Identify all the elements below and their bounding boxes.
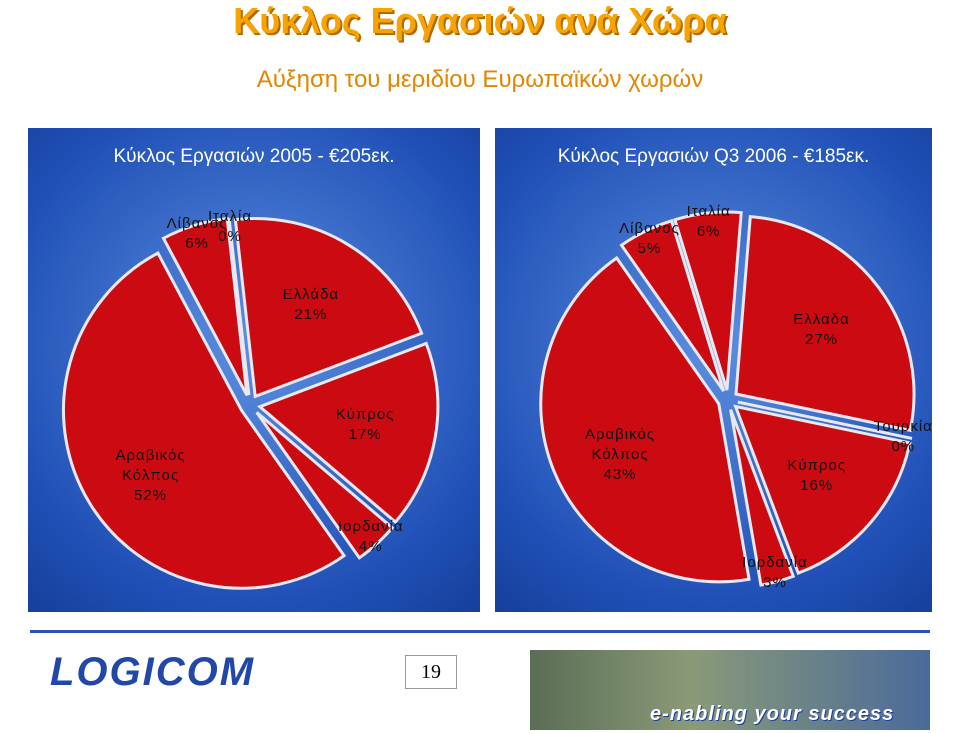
page-number: 19 bbox=[405, 655, 457, 689]
slice-value: 17% bbox=[348, 425, 382, 443]
slice-label: Αραβικός Κόλπος bbox=[584, 425, 656, 463]
pie-slice bbox=[62, 251, 347, 590]
slice-value: 16% bbox=[800, 477, 834, 494]
pie-slice bbox=[539, 255, 751, 584]
slide-subtitle: Αύξηση του μεριδίου Ευρωπαϊκών χωρών bbox=[256, 66, 704, 93]
slice-label: Ελλαδα bbox=[793, 311, 850, 329]
slice-value: 0% bbox=[218, 228, 242, 246]
pie-slice bbox=[673, 210, 743, 391]
slice-label: Τουρκία bbox=[873, 417, 933, 435]
slice-value: 52% bbox=[134, 487, 168, 505]
pie-slice bbox=[734, 214, 916, 433]
pie-slice bbox=[256, 341, 440, 525]
pie-slice bbox=[233, 216, 424, 399]
slice-value: 5% bbox=[637, 240, 662, 258]
slice-label: Ιταλία bbox=[208, 208, 253, 226]
slice-label: Λίβανος bbox=[166, 214, 228, 232]
slice-value: 0% bbox=[891, 437, 916, 455]
slice-label: Ιορδανία bbox=[742, 553, 808, 571]
chart-title: Κύκλος Εργασιών 2005 - €205εκ. bbox=[113, 146, 395, 167]
slice-label: Ελλάδα bbox=[282, 286, 340, 304]
pie-slice bbox=[161, 216, 249, 397]
slice-value: 21% bbox=[294, 306, 328, 324]
slice-value: 3% bbox=[763, 573, 787, 591]
pie-slice bbox=[737, 400, 913, 440]
footer-line bbox=[30, 630, 930, 633]
pie-slice bbox=[733, 404, 912, 576]
slice-label: Ιταλία bbox=[686, 202, 731, 220]
slice-label: Λίβανος bbox=[619, 220, 680, 238]
logo: LOGICOM bbox=[50, 650, 256, 694]
slogan: e-nabling your success bbox=[650, 703, 895, 725]
chart-title: Κύκλος Εργασιών Q3 2006 - €185εκ. bbox=[557, 146, 870, 167]
slice-value: 27% bbox=[805, 331, 839, 349]
slice-value: 6% bbox=[185, 234, 209, 252]
pie-slice bbox=[255, 411, 395, 560]
slice-value: 4% bbox=[358, 538, 383, 556]
slice-label: Ιορδανία bbox=[337, 518, 404, 536]
slice-label: Κύπρος bbox=[335, 405, 395, 423]
slice-value: 43% bbox=[603, 465, 637, 483]
slice-label: Κύπρος bbox=[787, 457, 846, 474]
slice-value: 6% bbox=[696, 222, 721, 240]
pie-slice bbox=[729, 409, 796, 587]
slide-title: Κύκλος Εργασιών ανά Χώρα bbox=[233, 0, 727, 41]
slice-label: Αραβικός Κόλπος bbox=[115, 447, 186, 485]
pie-slice bbox=[619, 218, 726, 392]
pie-slice bbox=[227, 218, 251, 396]
footer-image bbox=[530, 650, 930, 730]
